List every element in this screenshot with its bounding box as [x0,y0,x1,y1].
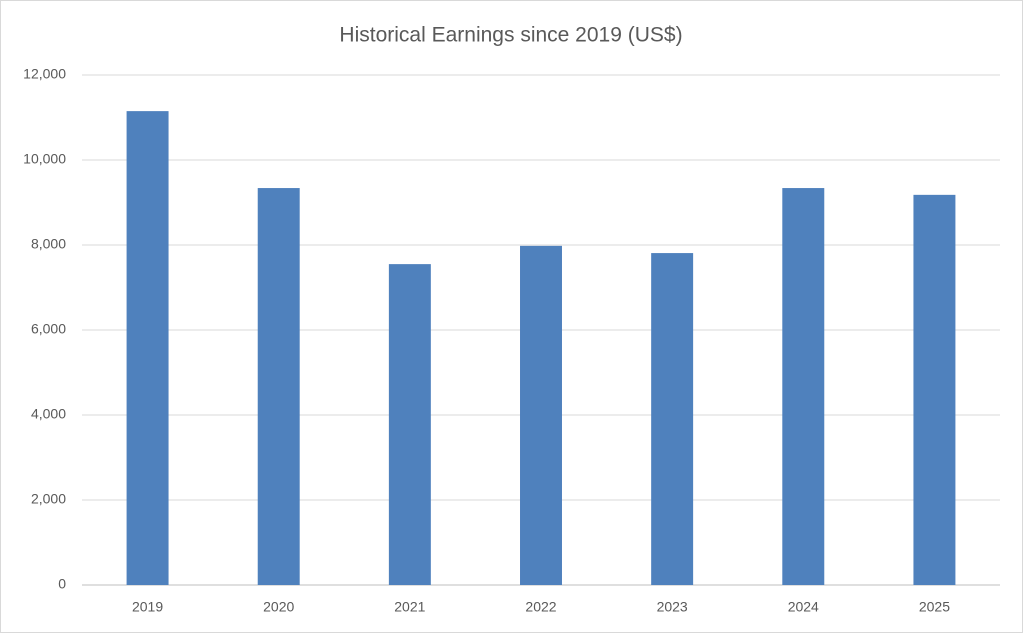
bar [257,188,300,586]
x-tick-label: 2022 [525,599,556,615]
x-tick-label: 2023 [657,599,688,615]
y-tick-label: 8,000 [31,236,66,252]
x-tick-label: 2019 [132,599,163,615]
bar [388,264,431,585]
y-tick-label: 10,000 [23,151,66,167]
bar [520,245,562,585]
x-tick-label: 2024 [788,599,819,615]
chart-title: Historical Earnings since 2019 (US$) [339,24,682,47]
y-tick-label: 12,000 [23,66,66,82]
y-tick-label: 2,000 [31,491,66,507]
y-tick-label: 0 [58,576,66,592]
x-tick-label: 2025 [919,599,950,615]
x-tick-label: 2020 [263,599,294,615]
bar [782,188,825,586]
bar [126,111,169,585]
y-tick-label: 4,000 [31,406,66,422]
x-tick-label: 2021 [394,599,425,615]
bar [913,194,956,585]
bar [651,253,694,585]
y-tick-label: 6,000 [31,321,66,337]
